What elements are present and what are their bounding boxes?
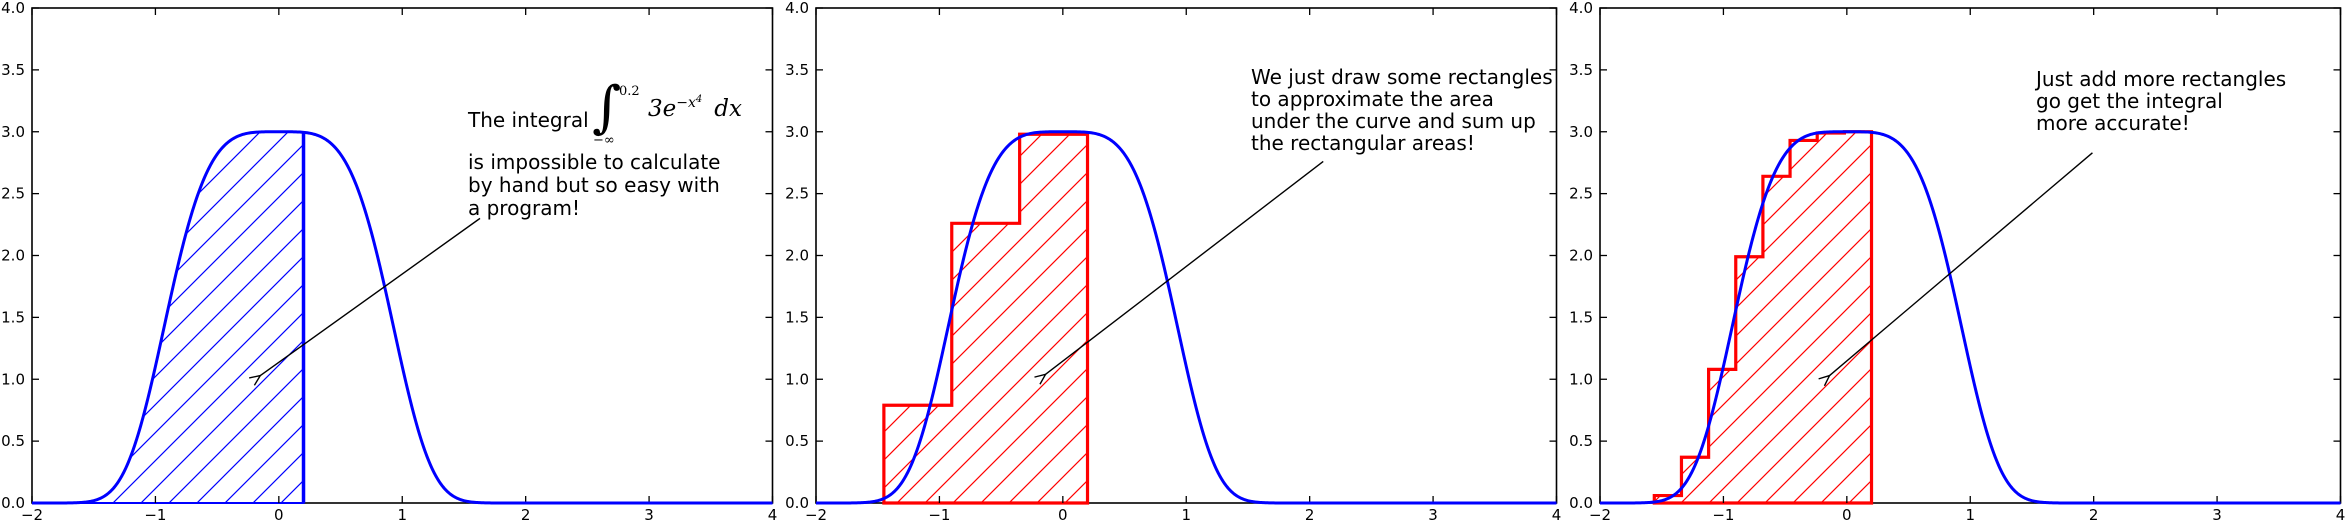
annotation-line: a program! [468,196,581,220]
y-tick-label: 0.5 [1,432,25,450]
plot-fine-rectangles: −2 −1 0 1 2 3 4 0.0 0.5 1.0 1.5 2.0 2.5 3.0 3.5 4.0 [1569,0,2346,524]
x-tick-label: −2 [1589,506,1611,524]
y-tick-label: 2.5 [1,185,25,203]
x-tick-label: 3 [644,506,654,524]
annotation-arrow [1830,152,2093,376]
annotation-integral: The integral 0.2 ∫ −∞ 3e−x4 dx is impossi… [468,79,768,220]
plot-exact-integral: −2 −1 0 1 2 3 4 0.0 0.5 1.0 1.5 2.0 2.5 3.0 3.5 4.0 [1,0,778,524]
annotation-more-rectangles: Just add more rectangles go get the inte… [2036,68,2286,134]
annotation-line: by hand but so easy with [468,173,720,197]
y-tick-label: 1.5 [785,308,809,326]
function-curve [31,130,773,505]
annotation-line: We just draw some rectangles [1251,65,1553,89]
x-tick-label: 1 [1965,506,1975,524]
x-tick-label: 2 [2089,506,2099,524]
annotation-line: Just add more rectangles [2036,67,2287,91]
integrand-exponent-power: 4 [695,94,703,105]
annotation-rectangles: We just draw some rectangles to approxim… [1251,66,1553,154]
integral-sign: 0.2 ∫ −∞ [586,79,640,149]
y-tick-label: 4.0 [785,0,809,17]
function-curve [815,130,1557,505]
panel-exact-integral: −2 −1 0 1 2 3 4 0.0 0.5 1.0 1.5 2.0 2.5 3.0 3.5 4.0 The… [0,0,784,524]
x-tick-label: 3 [1428,506,1438,524]
y-tick-label: 1.5 [1,308,25,326]
y-tick-label: 4.0 [1569,0,1593,17]
x-tick-label: 1 [397,506,407,524]
y-tick-label: 0.0 [1569,494,1593,512]
annotation-line: more accurate! [2036,111,2190,135]
x-tick-label: 0 [274,506,284,524]
x-tick-label: 1 [1181,506,1191,524]
y-tick-label: 1.5 [1569,308,1593,326]
annotation-line: is impossible to calculate [468,150,721,174]
y-tick-label: 4.0 [1,0,25,17]
x-tick-label: 4 [1552,506,1562,524]
x-tick-label: 2 [521,506,531,524]
x-tick-label: 0 [1842,506,1852,524]
annotation-text: is impossible to calculate by hand but s… [468,151,768,220]
y-tick-label: 1.0 [1,370,25,388]
approximation-rectangles [882,132,1090,505]
y-tick-label: 0.5 [785,432,809,450]
x-tick-label: −2 [21,506,43,524]
y-tick-label: 1.0 [1569,370,1593,388]
x-tick-label: 4 [768,506,778,524]
integrand-exponent: −x4 [676,94,703,111]
y-tick-label: 3.5 [1,61,25,79]
differential: dx [714,96,742,122]
integral-lower-limit: −∞ [593,133,615,148]
y-tick-label: 0.0 [785,494,809,512]
panel-coarse-rectangles: −2 −1 0 1 2 3 4 0.0 0.5 1.0 1.5 2.0 2.5 3.0 3.5 4.0 We … [784,0,1568,524]
integral-upper-limit: 0.2 [619,84,640,99]
plot-coarse-rectangles: −2 −1 0 1 2 3 4 0.0 0.5 1.0 1.5 2.0 2.5 3.0 3.5 4.0 [785,0,1562,524]
annotation-arrow [1046,160,1324,374]
y-tick-label: 0.0 [1,494,25,512]
x-tick-label: −1 [144,506,166,524]
annotation-line: the rectangular areas! [1251,131,1475,155]
integrand-expression: 3e−x4 dx [648,94,742,125]
y-tick-label: 2.0 [1,247,25,265]
x-tick-label: 3 [2212,506,2222,524]
formula-intro-text: The integral [468,108,589,132]
annotation-arrow [260,217,481,375]
annotation-line: under the curve and sum up [1251,109,1536,133]
y-tick-label: 3.0 [1569,123,1593,141]
y-tick-label: 1.0 [785,370,809,388]
y-tick-label: 3.0 [1,123,25,141]
x-tick-label: −1 [928,506,950,524]
integrand-base: 3e [648,96,677,122]
y-tick-label: 3.5 [785,61,809,79]
y-tick-label: 2.5 [785,185,809,203]
y-tick-label: 3.5 [1569,61,1593,79]
y-tick-label: 0.5 [1569,432,1593,450]
y-tick-label: 2.0 [785,247,809,265]
x-tick-label: 2 [1305,506,1315,524]
y-tick-label: 2.5 [1569,185,1593,203]
x-tick-label: 4 [2336,506,2346,524]
function-curve [1599,130,2341,505]
panel-fine-rectangles: −2 −1 0 1 2 3 4 0.0 0.5 1.0 1.5 2.0 2.5 3.0 3.5 4.0 Jus… [1568,0,2352,524]
x-tick-label: −2 [805,506,827,524]
annotation-line: go get the integral [2036,89,2223,113]
integral-formula: The integral 0.2 ∫ −∞ 3e−x4 dx [468,79,768,149]
integral-symbol-icon: ∫ [592,75,622,140]
x-tick-label: 0 [1058,506,1068,524]
x-tick-label: −1 [1712,506,1734,524]
y-tick-label: 3.0 [785,123,809,141]
annotation-line: to approximate the area [1251,87,1494,111]
y-tick-label: 2.0 [1569,247,1593,265]
